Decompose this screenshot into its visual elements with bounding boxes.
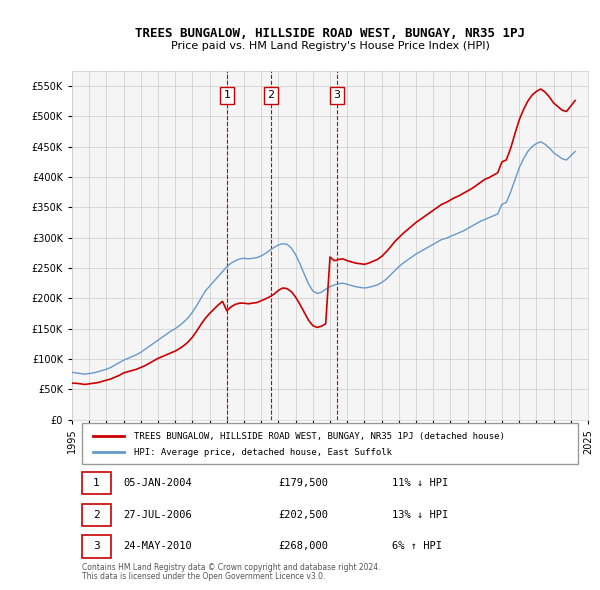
Text: 1: 1 [93, 478, 100, 488]
Text: Price paid vs. HM Land Registry's House Price Index (HPI): Price paid vs. HM Land Registry's House … [170, 41, 490, 51]
Text: This data is licensed under the Open Government Licence v3.0.: This data is licensed under the Open Gov… [82, 572, 326, 581]
Text: 11% ↓ HPI: 11% ↓ HPI [392, 478, 448, 488]
FancyBboxPatch shape [82, 472, 110, 494]
Text: 27-JUL-2006: 27-JUL-2006 [124, 510, 193, 520]
Text: 1: 1 [223, 90, 230, 100]
Text: HPI: Average price, detached house, East Suffolk: HPI: Average price, detached house, East… [134, 448, 392, 457]
FancyBboxPatch shape [82, 423, 578, 464]
Text: £268,000: £268,000 [278, 542, 328, 552]
Text: 13% ↓ HPI: 13% ↓ HPI [392, 510, 448, 520]
Text: Contains HM Land Registry data © Crown copyright and database right 2024.: Contains HM Land Registry data © Crown c… [82, 563, 381, 572]
Text: 05-JAN-2004: 05-JAN-2004 [124, 478, 193, 488]
FancyBboxPatch shape [82, 535, 110, 558]
Text: 2: 2 [93, 510, 100, 520]
Text: 6% ↑ HPI: 6% ↑ HPI [392, 542, 442, 552]
Text: £179,500: £179,500 [278, 478, 328, 488]
FancyBboxPatch shape [82, 504, 110, 526]
Text: 3: 3 [93, 542, 100, 552]
Text: TREES BUNGALOW, HILLSIDE ROAD WEST, BUNGAY, NR35 1PJ: TREES BUNGALOW, HILLSIDE ROAD WEST, BUNG… [135, 27, 525, 40]
Text: 24-MAY-2010: 24-MAY-2010 [124, 542, 193, 552]
Text: 3: 3 [333, 90, 340, 100]
Text: £202,500: £202,500 [278, 510, 328, 520]
Text: TREES BUNGALOW, HILLSIDE ROAD WEST, BUNGAY, NR35 1PJ (detached house): TREES BUNGALOW, HILLSIDE ROAD WEST, BUNG… [134, 432, 505, 441]
Text: 2: 2 [268, 90, 275, 100]
